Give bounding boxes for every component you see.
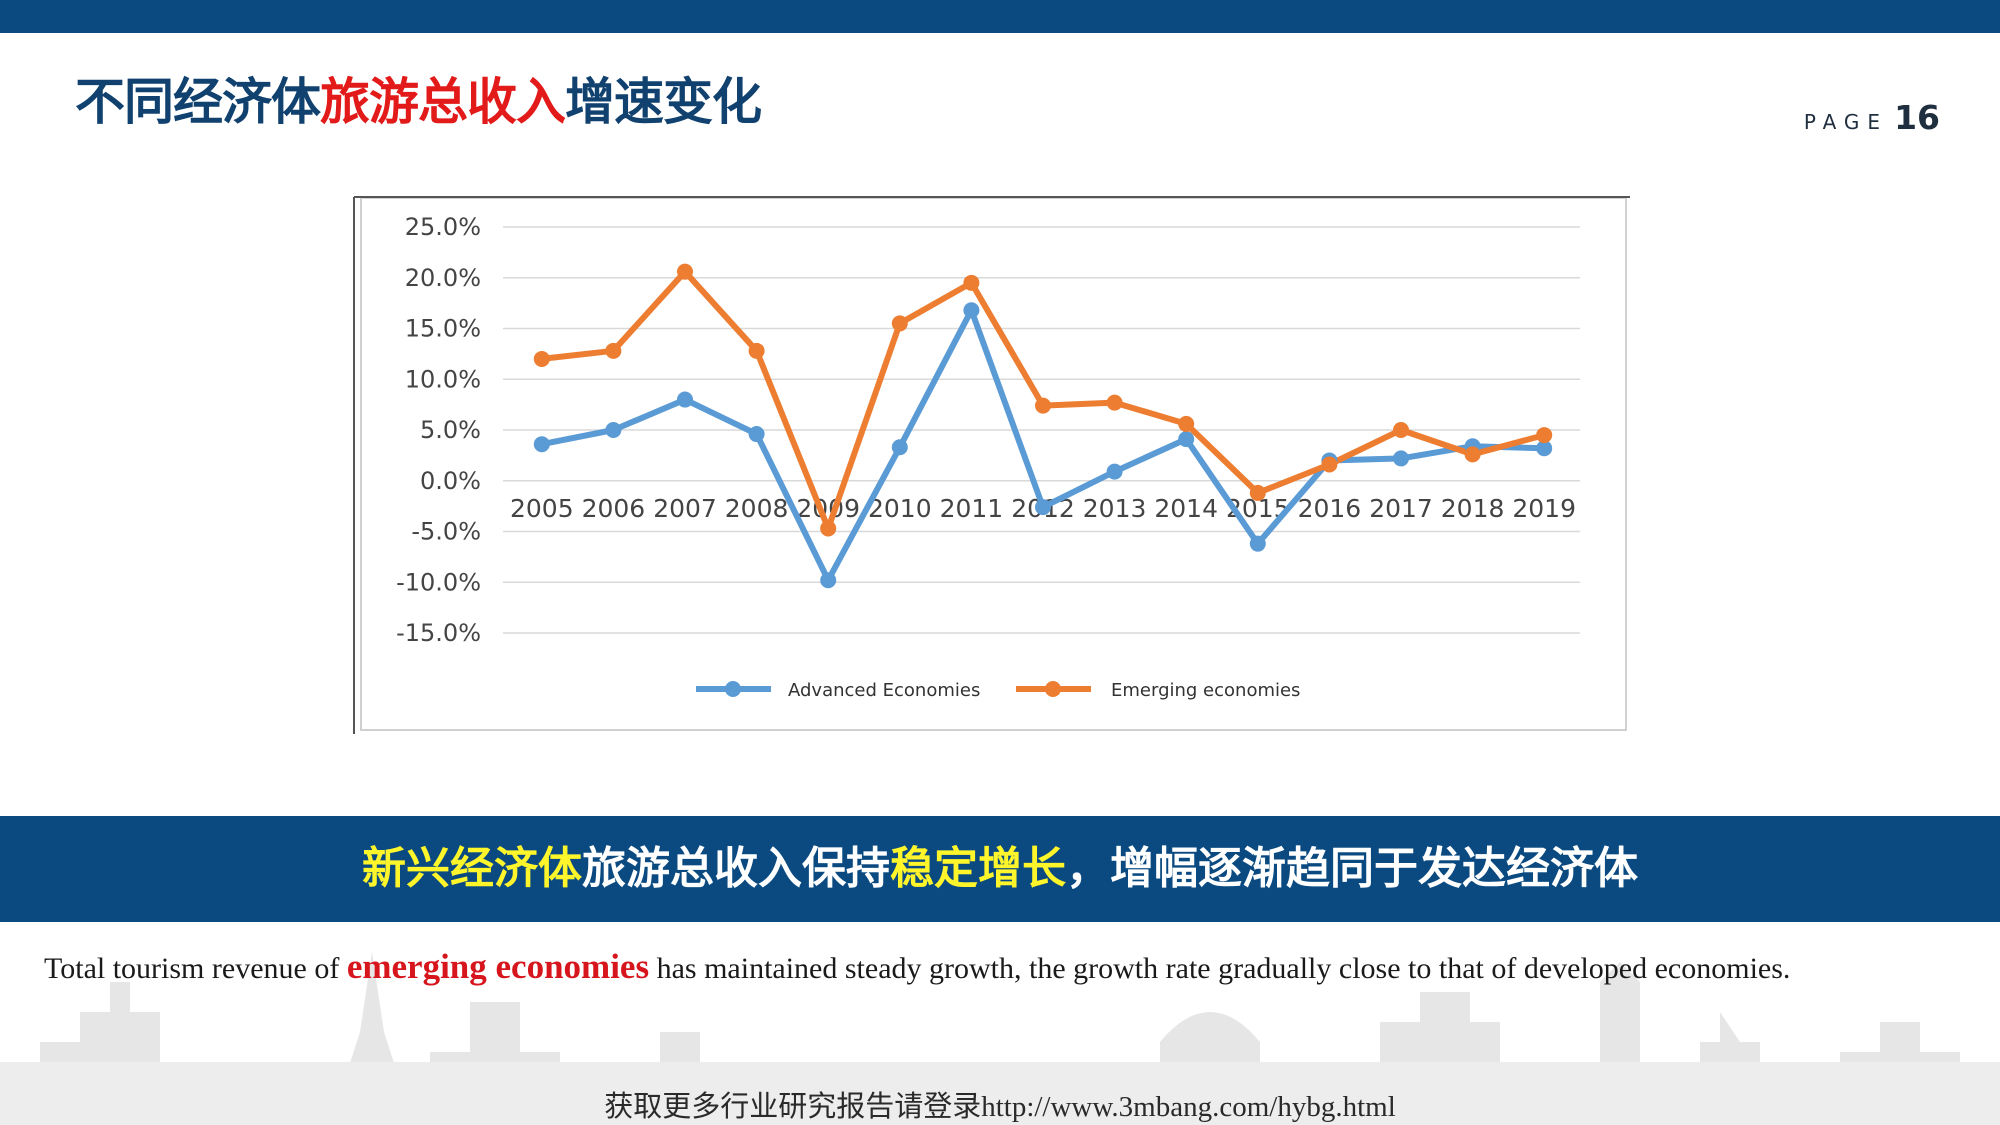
data-point xyxy=(1536,440,1553,457)
x-tick-label: 2011 xyxy=(940,494,1004,523)
y-tick-label: -10.0% xyxy=(396,568,481,596)
english-text-after: has maintained steady growth, the growth… xyxy=(649,952,1791,985)
x-tick-label: 2016 xyxy=(1298,494,1362,523)
chart-container: 25.0% 20.0% 15.0% 10.0% 5.0% 0.0% -5.0% -10.0% -… xyxy=(353,196,1630,734)
top-bar xyxy=(0,0,2000,33)
x-tick-label: 2005 xyxy=(510,494,574,523)
y-tick-label: 0.0% xyxy=(420,467,481,495)
line-chart: 25.0% 20.0% 15.0% 10.0% 5.0% 0.0% -5.0% -10.0% -… xyxy=(353,196,1630,734)
x-tick-label: 2010 xyxy=(868,494,932,523)
data-point xyxy=(1178,431,1195,448)
x-tick-label: 2007 xyxy=(653,494,717,523)
page-word: PAGE xyxy=(1803,110,1889,134)
x-tick-label: 2008 xyxy=(725,494,789,523)
summary-banner: 新兴经济体旅游总收入保持稳定增长，增幅逐渐趋同于发达经济体 xyxy=(0,816,2000,922)
data-point xyxy=(891,315,908,332)
data-point xyxy=(963,274,980,291)
data-point xyxy=(820,520,837,537)
x-tick-label: 2009 xyxy=(796,494,860,523)
data-point xyxy=(677,263,693,280)
x-tick-label: 2018 xyxy=(1441,494,1505,523)
page-number: 16 xyxy=(1894,98,1940,137)
y-tick-label: 5.0% xyxy=(420,416,481,444)
banner-highlight-2: 稳定增长 xyxy=(890,843,1066,894)
banner-text-2: ，增幅逐渐趋同于发达经济体 xyxy=(1066,843,1638,894)
data-point xyxy=(1393,422,1409,438)
y-tick-label: 15.0% xyxy=(405,315,481,343)
data-point xyxy=(533,436,550,453)
y-tick-label: -15.0% xyxy=(396,619,481,647)
data-point xyxy=(1035,397,1051,414)
banner-text-1: 旅游总收入保持 xyxy=(582,843,890,894)
legend-swatch-marker xyxy=(725,681,741,697)
data-point xyxy=(891,439,908,456)
x-tick-label: 2017 xyxy=(1369,494,1433,523)
data-point xyxy=(677,391,693,408)
y-tick-label: 25.0% xyxy=(405,213,481,241)
data-point xyxy=(605,422,622,438)
data-point xyxy=(1249,484,1266,501)
banner-text: 新兴经济体旅游总收入保持稳定增长，增幅逐渐趋同于发达经济体 xyxy=(0,816,2000,922)
chart-border xyxy=(360,197,1627,731)
data-point xyxy=(1393,450,1409,467)
x-tick-label: 2019 xyxy=(1512,494,1576,523)
english-emphasis: emerging economies xyxy=(346,947,650,986)
y-tick-label: 10.0% xyxy=(405,365,481,393)
page-title: 不同经济体旅游总收入增速变化 xyxy=(75,62,762,134)
data-point xyxy=(963,302,980,319)
legend-label: Advanced Economies xyxy=(788,680,980,701)
data-point xyxy=(748,342,765,359)
data-point xyxy=(748,426,765,443)
legend-label: Emerging economies xyxy=(1111,680,1300,701)
data-point xyxy=(820,572,837,589)
x-tick-label: 2013 xyxy=(1083,494,1147,523)
x-tick-label: 2006 xyxy=(582,494,646,523)
y-tick-label: -5.0% xyxy=(411,518,481,546)
city-skyline-background xyxy=(0,952,2000,1125)
footer-link-text: 获取更多行业研究报告请登录http://www.3mbang.com/hybg.… xyxy=(604,1091,1396,1123)
title-highlight: 旅游总收入 xyxy=(320,73,566,131)
data-point xyxy=(1536,427,1553,444)
data-point xyxy=(1464,446,1481,463)
english-caption: Total tourism revenue of emerging econom… xyxy=(44,946,1944,990)
data-point xyxy=(1178,415,1195,432)
data-point xyxy=(533,350,550,367)
x-tick-label: 2014 xyxy=(1154,494,1218,523)
page-indicator: PAGE 16 xyxy=(1804,98,1940,137)
title-suffix: 增速变化 xyxy=(565,73,762,131)
data-point xyxy=(1321,456,1338,473)
data-point xyxy=(1106,394,1123,411)
data-point xyxy=(1106,463,1123,480)
data-point xyxy=(1035,499,1051,516)
title-prefix: 不同经济体 xyxy=(75,73,321,131)
english-text-before: Total tourism revenue of xyxy=(44,952,347,985)
legend-swatch-marker xyxy=(1045,681,1061,697)
data-point xyxy=(1249,535,1266,552)
banner-highlight-1: 新兴经济体 xyxy=(362,843,582,894)
data-point xyxy=(605,342,622,359)
y-tick-label: 20.0% xyxy=(405,264,481,292)
